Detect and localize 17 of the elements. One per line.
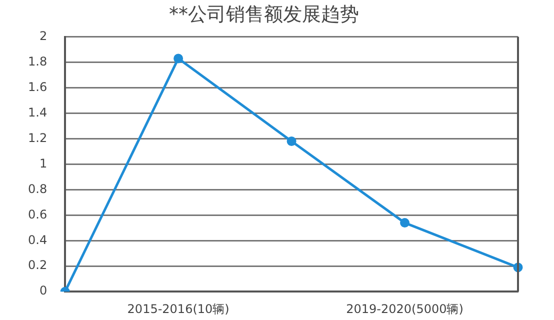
point — [286, 136, 296, 146]
y-tick-label: 1.8 — [28, 54, 48, 68]
point — [174, 54, 184, 64]
y-tick-label: 1 — [39, 156, 48, 170]
x-tick-label: 2015-2016(10辆) — [127, 302, 230, 316]
y-tick-label: 0.8 — [28, 182, 48, 196]
point — [400, 218, 410, 228]
y-tick-label: 0.4 — [28, 232, 48, 247]
y-tick-label: 0.6 — [28, 207, 48, 222]
y-tick-label: 0 — [39, 284, 48, 298]
y-tick-label: 2 — [39, 28, 48, 43]
y-tick-label: 1.6 — [28, 80, 48, 94]
x-tick-label: 2019-2020(5000辆) — [346, 302, 464, 316]
y-tick-label: 1.4 — [28, 105, 48, 120]
y-tick-label: 1.2 — [28, 130, 48, 145]
y-tick-label: 0.2 — [28, 258, 48, 272]
chart-title: **公司销售额发展趋势 — [169, 3, 359, 26]
